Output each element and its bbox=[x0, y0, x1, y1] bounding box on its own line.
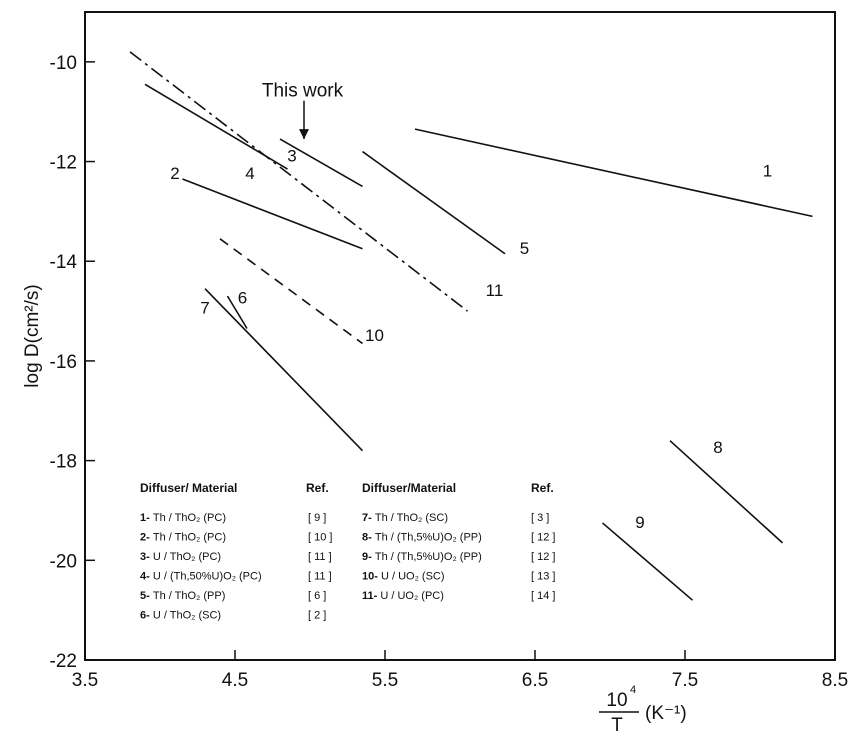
x-tick-label: 5.5 bbox=[372, 670, 398, 691]
legend-entry-number: 10- bbox=[362, 571, 381, 583]
y-tick-label: -12 bbox=[50, 153, 77, 174]
legend-entry-ref: [ 14 ] bbox=[531, 590, 555, 602]
legend-entry-number: 1- bbox=[140, 512, 153, 524]
legend-entry: 2- Th / ThO₂ (PC) bbox=[140, 532, 226, 544]
legend-left-ref-header: Ref. bbox=[306, 481, 329, 495]
series-label-11: 11 bbox=[486, 281, 504, 300]
series-line-4 bbox=[129, 51, 468, 312]
series-line-10 bbox=[219, 238, 363, 345]
legend-entry: 7- Th / ThO₂ (SC) bbox=[362, 512, 448, 524]
y-axis-title: log D(cm²/s) bbox=[22, 284, 43, 387]
x-tick-label: 7.5 bbox=[672, 670, 698, 691]
x-tick-label: 8.5 bbox=[822, 670, 848, 691]
y-tick-label: -18 bbox=[50, 452, 77, 473]
series-line-6 bbox=[226, 295, 248, 329]
legend-entry-number: 6- bbox=[140, 610, 153, 622]
legend-entry: 1- Th / ThO₂ (PC) bbox=[140, 512, 226, 524]
x-axis-title-numerator: 10 bbox=[606, 690, 627, 711]
x-axis-title-exponent: 4 bbox=[630, 684, 636, 696]
legend-entry-number: 9- bbox=[362, 551, 375, 563]
annotation-arrow-head bbox=[299, 129, 309, 140]
legend-entry-ref: [ 11 ] bbox=[308, 551, 332, 563]
legend-entry-number: 8- bbox=[362, 532, 375, 544]
x-tick-label: 4.5 bbox=[222, 670, 248, 691]
series-line-1 bbox=[414, 128, 813, 218]
legend-entry-text: Th / ThO₂ (PC) bbox=[153, 512, 226, 524]
y-tick-label: -20 bbox=[50, 551, 77, 572]
legend-entry-text: Th / ThO₂ (PC) bbox=[153, 532, 226, 544]
legend-entry-text: U / ThO₂ (PC) bbox=[153, 551, 221, 563]
x-axis-title-unit: (K⁻¹) bbox=[645, 703, 687, 724]
legend-entry-text: U / UO₂ (SC) bbox=[381, 571, 445, 583]
legend-right-ref-header: Ref. bbox=[531, 481, 554, 495]
x-tick-label: 6.5 bbox=[522, 670, 548, 691]
series-label-1: 1 bbox=[763, 161, 772, 180]
series-line-8 bbox=[669, 440, 784, 544]
series-line-7 bbox=[204, 288, 364, 452]
y-tick-label: -14 bbox=[50, 252, 78, 273]
series-label-2: 2 bbox=[170, 164, 179, 183]
legend-entry: 4- U / (Th,50%U)O₂ (PC) bbox=[140, 571, 262, 583]
legend-entry-number: 4- bbox=[140, 571, 153, 583]
legend-entry-text: U / ThO₂ (SC) bbox=[153, 610, 221, 622]
legend-entry-ref: [ 11 ] bbox=[308, 571, 332, 583]
legend-right-header: Diffuser/Material bbox=[362, 481, 456, 495]
series-label-3: 3 bbox=[287, 147, 296, 166]
y-tick-label: -16 bbox=[50, 352, 77, 373]
series-label-10: 10 bbox=[365, 326, 384, 345]
legend-entry-text: U / (Th,50%U)O₂ (PC) bbox=[153, 571, 262, 583]
legend-entry: 9- Th / (Th,5%U)O₂ (PP) bbox=[362, 551, 482, 563]
legend-entry: 6- U / ThO₂ (SC) bbox=[140, 610, 221, 622]
legend-entry-ref: [ 6 ] bbox=[308, 590, 326, 602]
series-line-5 bbox=[362, 150, 506, 255]
plot-frame bbox=[84, 11, 836, 661]
series-label-8: 8 bbox=[713, 438, 722, 457]
legend-entry-number: 11- bbox=[362, 590, 380, 602]
legend-entry-number: 7- bbox=[362, 512, 375, 524]
series-label-6: 6 bbox=[238, 289, 247, 308]
legend-entry: 10- U / UO₂ (SC) bbox=[362, 571, 445, 583]
legend-entry-ref: [ 12 ] bbox=[531, 532, 555, 544]
series-line-11 bbox=[144, 83, 288, 170]
x-axis-title-denominator: T bbox=[611, 715, 623, 736]
legend-entry-number: 2- bbox=[140, 532, 153, 544]
series-line-3 bbox=[279, 138, 363, 188]
legend-entry-ref: [ 3 ] bbox=[531, 512, 549, 524]
series-line-9 bbox=[601, 522, 694, 601]
series-label-9: 9 bbox=[635, 513, 644, 532]
x-tick-label: 3.5 bbox=[72, 670, 98, 691]
series-line-2 bbox=[182, 178, 363, 250]
series-label-7: 7 bbox=[200, 299, 209, 318]
legend-left-header: Diffuser/ Material bbox=[140, 481, 237, 495]
legend-entry-text: Th / (Th,5%U)O₂ (PP) bbox=[375, 532, 482, 544]
y-tick-label: -22 bbox=[50, 651, 77, 672]
legend-entry: 11- U / UO₂ (PC) bbox=[362, 590, 444, 602]
legend-entry: 5- Th / ThO₂ (PP) bbox=[140, 590, 225, 602]
legend-entry-text: Th / ThO₂ (PP) bbox=[153, 590, 226, 602]
legend-entry: 3- U / ThO₂ (PC) bbox=[140, 551, 221, 563]
legend-entry-text: U / UO₂ (PC) bbox=[380, 590, 444, 602]
legend-entry-ref: [ 12 ] bbox=[531, 551, 555, 563]
legend-entry-ref: [ 10 ] bbox=[308, 532, 332, 544]
legend-entry-ref: [ 2 ] bbox=[308, 610, 326, 622]
y-tick-label: -10 bbox=[50, 53, 77, 74]
legend-entry: 8- Th / (Th,5%U)O₂ (PP) bbox=[362, 532, 482, 544]
legend-entry-number: 5- bbox=[140, 590, 153, 602]
legend-entry-ref: [ 9 ] bbox=[308, 512, 326, 524]
legend-entry-text: Th / (Th,5%U)O₂ (PP) bbox=[375, 551, 482, 563]
legend-entry-ref: [ 13 ] bbox=[531, 571, 555, 583]
this-work-annotation: This work bbox=[262, 81, 344, 102]
legend-entry-number: 3- bbox=[140, 551, 153, 563]
series-label-5: 5 bbox=[520, 239, 529, 258]
series-label-4: 4 bbox=[245, 164, 254, 183]
legend-entry-text: Th / ThO₂ (SC) bbox=[375, 512, 448, 524]
